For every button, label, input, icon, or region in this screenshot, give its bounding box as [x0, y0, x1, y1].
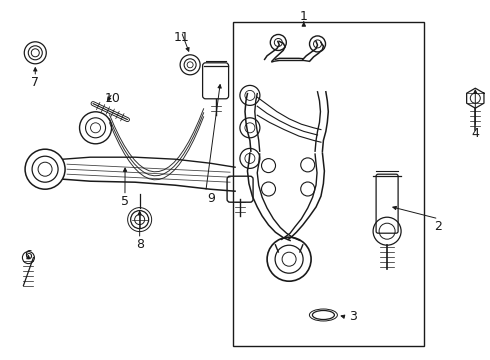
Text: 7: 7 — [31, 76, 39, 89]
Text: 2: 2 — [435, 220, 442, 233]
Bar — [233, 22, 424, 346]
Text: 8: 8 — [136, 238, 144, 251]
Text: 5: 5 — [121, 195, 129, 208]
Text: 10: 10 — [105, 93, 121, 105]
Text: 9: 9 — [207, 192, 215, 204]
Text: 4: 4 — [471, 127, 479, 140]
Text: 1: 1 — [300, 10, 308, 23]
Text: 3: 3 — [349, 310, 357, 323]
Text: 11: 11 — [173, 31, 189, 44]
Text: 6: 6 — [24, 249, 32, 262]
